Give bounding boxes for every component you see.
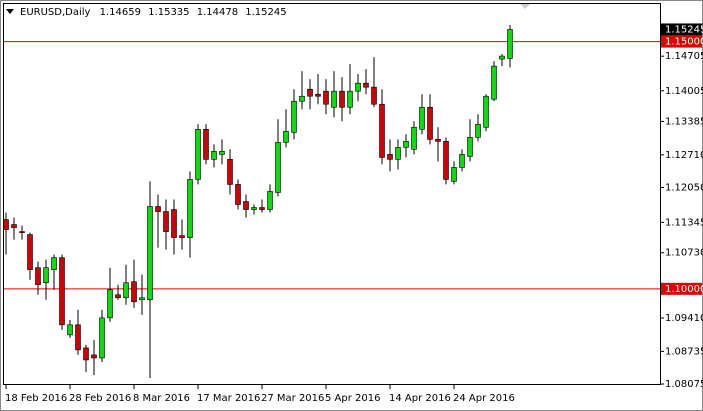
x-tick-label: 28 Feb 2016 xyxy=(69,393,131,404)
candle-body xyxy=(259,207,265,210)
candle-body xyxy=(283,130,289,143)
y-tick-label: 1.11345 xyxy=(665,217,703,228)
price-label: 1.15245 xyxy=(665,24,703,35)
candle-body xyxy=(459,154,465,168)
candle-body xyxy=(11,224,17,228)
candle-body xyxy=(323,90,329,105)
candle-body xyxy=(35,267,41,286)
candle-body xyxy=(491,65,497,100)
candle-body xyxy=(67,324,73,336)
candle-body xyxy=(315,93,321,97)
candle-body xyxy=(123,282,129,299)
candle-body xyxy=(419,106,425,130)
candle-body xyxy=(195,129,201,180)
y-tick-label: 1.14705 xyxy=(665,51,703,62)
x-tick-label: 18 Feb 2016 xyxy=(5,393,67,404)
candle-body xyxy=(19,231,25,233)
symbol: EURUSD,Daily xyxy=(20,7,91,18)
candle-body xyxy=(387,154,393,160)
level-label-bg xyxy=(661,35,702,48)
y-tick-label: 1.09410 xyxy=(665,313,703,324)
y-tick-label: 1.08735 xyxy=(665,346,703,357)
candle-body xyxy=(171,209,177,238)
candle-body xyxy=(3,219,9,230)
candle-body xyxy=(411,126,417,150)
candle-body xyxy=(59,257,65,326)
price-label-bg xyxy=(661,23,702,36)
candle-body xyxy=(203,129,209,160)
candle-body xyxy=(163,211,169,232)
candle-body xyxy=(475,123,481,138)
candle-body xyxy=(27,234,33,270)
candle-body xyxy=(299,95,305,102)
candle-body xyxy=(291,100,297,133)
level-label: 1.15000 xyxy=(665,37,703,48)
header-high: 1.15335 xyxy=(148,7,189,18)
header-low: 1.14478 xyxy=(197,7,238,18)
candle-body xyxy=(275,142,281,193)
candle-body xyxy=(379,103,385,158)
candle-body xyxy=(43,267,49,284)
candle-body xyxy=(115,294,121,299)
candle-body xyxy=(51,257,57,270)
candle-body xyxy=(347,90,353,108)
level-label: 1.10000 xyxy=(665,284,703,295)
candle-body xyxy=(139,297,145,301)
candle-body xyxy=(251,207,257,210)
candle-body xyxy=(131,281,137,303)
x-tick-label: 8 Mar 2016 xyxy=(133,393,190,404)
y-tick-label: 1.08075 xyxy=(665,379,703,390)
candle-body xyxy=(467,137,473,157)
candle-body xyxy=(443,141,449,180)
y-tick-label: 1.10730 xyxy=(665,248,703,259)
x-tick-label: 24 Apr 2016 xyxy=(453,393,515,404)
candle-body xyxy=(395,147,401,160)
candle-body xyxy=(427,106,433,140)
candle-body xyxy=(107,289,113,319)
candle-body xyxy=(371,86,377,105)
header: EURUSD,Daily 1.14659 1.15335 1.14478 1.1… xyxy=(20,7,287,18)
candle-body xyxy=(331,90,337,108)
y-tick-label: 1.13385 xyxy=(665,116,703,127)
candle-body xyxy=(339,90,345,108)
candle-body xyxy=(155,206,161,212)
x-tick-label: 17 Mar 2016 xyxy=(197,393,260,404)
candle-body xyxy=(483,95,489,128)
candle-body xyxy=(307,88,313,97)
x-tick-label: 5 Apr 2016 xyxy=(325,393,380,404)
y-tick-label: 1.12050 xyxy=(665,182,703,193)
candle-body xyxy=(363,82,369,88)
candle-body xyxy=(451,167,457,182)
candle-body xyxy=(211,151,217,160)
candle-body xyxy=(147,206,153,301)
x-tick-label: 14 Apr 2016 xyxy=(389,393,451,404)
candle-body xyxy=(227,159,233,185)
y-tick-label: 1.14005 xyxy=(665,86,703,97)
candle-body xyxy=(187,179,193,238)
header-close: 1.15245 xyxy=(245,7,286,18)
y-tick-label: 1.12710 xyxy=(665,150,703,161)
candle-body xyxy=(507,29,513,59)
plot-area xyxy=(3,3,661,385)
candle-body xyxy=(403,141,409,148)
candle-body xyxy=(179,235,185,238)
menu-triangle[interactable] xyxy=(6,9,14,14)
candle-body xyxy=(99,317,105,359)
candle-body xyxy=(83,347,89,361)
candle-body xyxy=(91,354,97,359)
x-tick-label: 27 Mar 2016 xyxy=(261,393,324,404)
header-open: 1.14659 xyxy=(100,7,141,18)
candle-body xyxy=(75,324,81,351)
shift-marker xyxy=(520,4,530,9)
candle-body xyxy=(499,55,505,60)
candle-body xyxy=(355,82,361,92)
candle-body xyxy=(235,184,241,205)
candle-body xyxy=(435,139,441,142)
level-label-bg xyxy=(661,282,702,295)
candle-body xyxy=(267,191,273,210)
candle-body xyxy=(219,151,225,155)
candle-body xyxy=(243,201,249,210)
